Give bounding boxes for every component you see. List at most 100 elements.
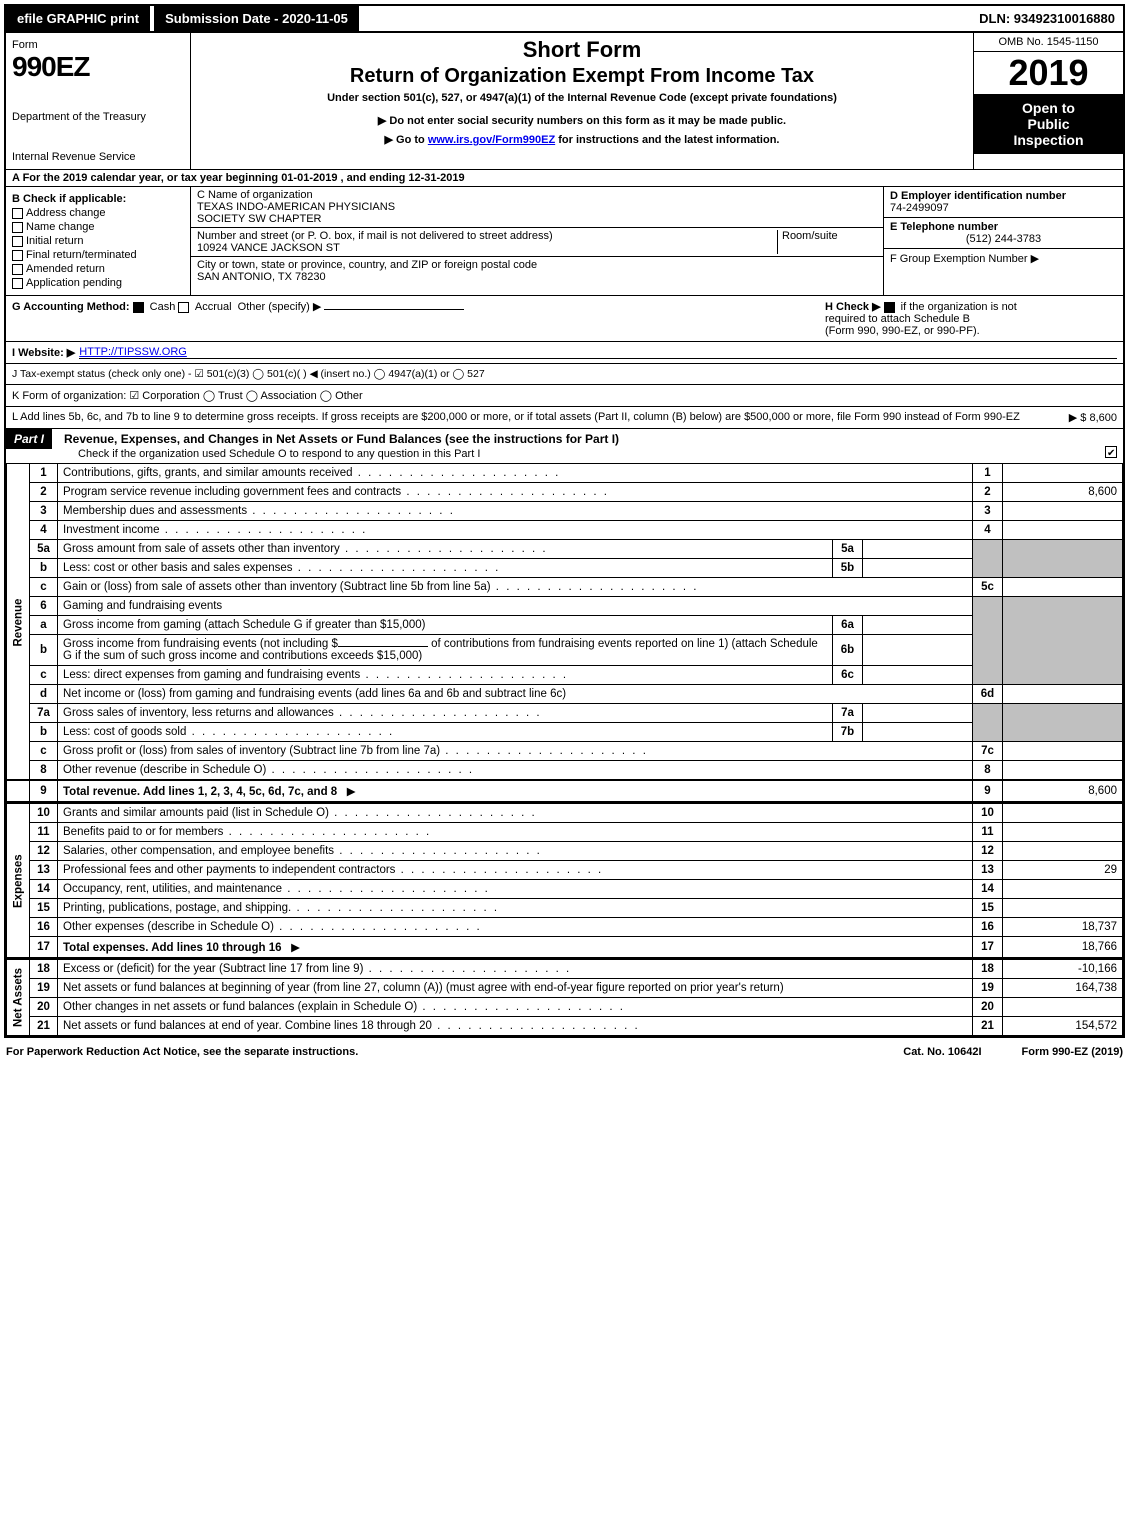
ln-5c: c [30,578,58,597]
num-10: 10 [973,803,1003,823]
sublbl-6a: 6a [833,616,863,635]
ssn-warning: ▶ Do not enter social security numbers o… [199,114,965,127]
dept-treasury: Department of the Treasury [12,111,184,123]
ein-val: 74-2499097 [890,202,1117,214]
chk-address-change[interactable] [12,208,23,219]
org-name-label: C Name of organization [197,189,877,201]
lbl-other: Other (specify) ▶ [238,301,322,313]
amt-14 [1003,880,1123,899]
part-1-sub: Check if the organization used Schedule … [58,448,480,460]
ln-3: 3 [30,502,58,521]
desc-5a: Gross amount from sale of assets other t… [58,540,833,559]
num-1: 1 [973,464,1003,483]
ln-8: 8 [30,761,58,781]
expenses-section-label: Expenses [7,803,30,959]
num-4: 4 [973,521,1003,540]
ln-7c: c [30,742,58,761]
sublbl-5b: 5b [833,559,863,578]
amt-11 [1003,823,1123,842]
amt-7c [1003,742,1123,761]
omb-number: OMB No. 1545-1150 [974,33,1123,52]
chk-application-pending[interactable] [12,278,23,289]
lbl-amended-return: Amended return [26,263,105,275]
footer-right: Form 990-EZ (2019) [1022,1046,1123,1058]
chk-initial-return[interactable] [12,236,23,247]
desc-17: Total expenses. Add lines 10 through 16 [63,942,282,954]
amt-2: 8,600 [1003,483,1123,502]
desc-20: Other changes in net assets or fund bala… [58,998,973,1017]
desc-21: Net assets or fund balances at end of ye… [58,1017,973,1036]
h-text1: if the organization is not [901,301,1017,313]
desc-12: Salaries, other compensation, and employ… [58,842,973,861]
ln-5b: b [30,559,58,578]
num-17: 17 [973,937,1003,959]
group-exempt-label: F Group Exemption Number ▶ [890,252,1117,265]
inspect-l3: Inspection [978,132,1119,148]
desc-13: Professional fees and other payments to … [58,861,973,880]
amt-18: -10,166 [1003,959,1123,979]
street-label: Number and street (or P. O. box, if mail… [197,230,777,242]
amt-20 [1003,998,1123,1017]
num-14: 14 [973,880,1003,899]
desc-5b: Less: cost or other basis and sales expe… [58,559,833,578]
lbl-final-return: Final return/terminated [26,249,137,261]
num-5c: 5c [973,578,1003,597]
irs-link[interactable]: www.irs.gov/Form990EZ [428,134,555,146]
chk-schedule-b[interactable] [884,302,895,313]
ln-6a: a [30,616,58,635]
sublbl-7a: 7a [833,704,863,723]
h-label: H Check ▶ [825,301,881,313]
desc-5c: Gain or (loss) from sale of assets other… [58,578,973,597]
desc-7a: Gross sales of inventory, less returns a… [58,704,833,723]
amt-4 [1003,521,1123,540]
ein-label: D Employer identification number [890,190,1066,202]
ln-6: 6 [30,597,58,616]
form-id-block: Form 990EZ Department of the Treasury In… [6,33,191,169]
num-19: 19 [973,979,1003,998]
ln-1: 1 [30,464,58,483]
subtitle-section: Under section 501(c), 527, or 4947(a)(1)… [199,92,965,104]
desc-9: Total revenue. Add lines 1, 2, 3, 4, 5c,… [63,786,337,798]
chk-final-return[interactable] [12,250,23,261]
amt-12 [1003,842,1123,861]
dln-number: DLN: 93492310016880 [971,7,1123,30]
efile-print-button[interactable]: efile GRAPHIC print [6,6,150,31]
netassets-section-label: Net Assets [7,959,30,1036]
ln-6c: c [30,666,58,685]
chk-schedule-o[interactable] [1105,446,1117,458]
tax-year: 2019 [974,52,1123,94]
amt-6d [1003,685,1123,704]
desc-6: Gaming and fundraising events [58,597,973,616]
desc-6b: Gross income from fundraising events (no… [58,635,833,666]
amt-17: 18,766 [1003,937,1123,959]
num-12: 12 [973,842,1003,861]
row-g-accounting: G Accounting Method: Cash Accrual Other … [12,300,817,337]
ln-2: 2 [30,483,58,502]
return-title: Return of Organization Exempt From Incom… [199,65,965,88]
lbl-address-change: Address change [26,207,106,219]
short-form-title: Short Form [199,37,965,63]
chk-accrual[interactable] [178,302,189,313]
row-k-form-org: K Form of organization: ☑ Corporation ◯ … [6,384,1123,406]
chk-amended-return[interactable] [12,264,23,275]
h-text3: (Form 990, 990-EZ, or 990-PF). [825,325,980,337]
chk-name-change[interactable] [12,222,23,233]
col-b-checkboxes: B Check if applicable: Address change Na… [6,187,191,295]
chk-cash[interactable] [133,302,144,313]
desc-15: Printing, publications, postage, and shi… [58,899,973,918]
row-a-tax-year: A For the 2019 calendar year, or tax yea… [6,169,1123,186]
city-val: SAN ANTONIO, TX 78230 [197,271,537,283]
ln-17: 17 [30,937,58,959]
num-16: 16 [973,918,1003,937]
subval-6c [863,666,973,685]
ln-15: 15 [30,899,58,918]
num-11: 11 [973,823,1003,842]
desc-6a: Gross income from gaming (attach Schedul… [58,616,833,635]
sublbl-6c: 6c [833,666,863,685]
num-18: 18 [973,959,1003,979]
website-link[interactable]: HTTP://TIPSSW.ORG [79,346,1117,359]
city-label: City or town, state or province, country… [197,259,537,271]
desc-3: Membership dues and assessments [58,502,973,521]
desc-4: Investment income [58,521,973,540]
lbl-initial-return: Initial return [26,235,83,247]
